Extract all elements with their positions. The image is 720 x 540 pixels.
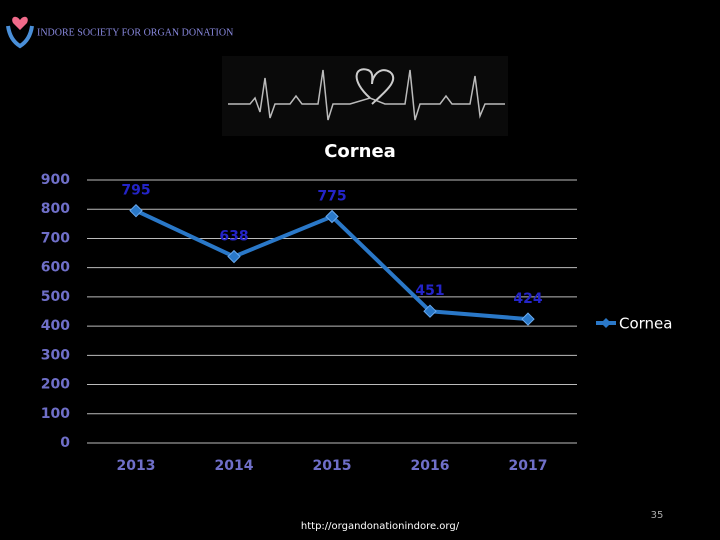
data-label: 451: [415, 283, 444, 299]
legend-label: Cornea: [619, 315, 672, 333]
data-point: [521, 312, 535, 326]
y-tick-label: 600: [41, 260, 70, 276]
logo-heart: [12, 16, 28, 30]
banner-heart: [355, 68, 395, 105]
data-label: 424: [513, 291, 542, 307]
y-tick-label: 100: [41, 406, 70, 422]
heartbeat-line: [228, 69, 505, 121]
footer-url: http://organdonationindore.org/: [301, 521, 460, 532]
data-point: [227, 249, 241, 264]
data-label: 795: [121, 183, 150, 199]
y-tick-label: 700: [41, 230, 70, 246]
heartbeat-banner: [222, 56, 508, 136]
y-tick-label: 0: [60, 435, 70, 451]
organization-name: INDORE SOCIETY FOR ORGAN DONATION: [37, 27, 233, 38]
y-tick-label: 300: [41, 347, 70, 363]
y-tick-label: 900: [41, 172, 70, 188]
legend-marker: [601, 318, 611, 328]
data-label: 775: [317, 189, 346, 205]
logo: [6, 16, 34, 49]
x-tick-label: 2016: [411, 458, 450, 474]
y-tick-label: 200: [41, 377, 70, 393]
y-tick-label: 400: [41, 318, 70, 334]
data-label: 638: [219, 229, 248, 245]
data-point: [325, 209, 339, 224]
banner-bg: [222, 56, 508, 136]
logo-hands: [6, 25, 34, 49]
data-point: [129, 203, 143, 218]
y-tick-label: 800: [41, 201, 70, 217]
y-tick-label: 500: [41, 289, 70, 305]
x-tick-label: 2013: [117, 458, 156, 474]
x-tick-label: 2014: [215, 458, 254, 474]
x-tick-label: 2017: [509, 458, 548, 474]
chart-title: Cornea: [324, 141, 396, 162]
x-tick-label: 2015: [313, 458, 352, 474]
data-point: [423, 304, 437, 318]
page-number: 35: [651, 510, 664, 521]
